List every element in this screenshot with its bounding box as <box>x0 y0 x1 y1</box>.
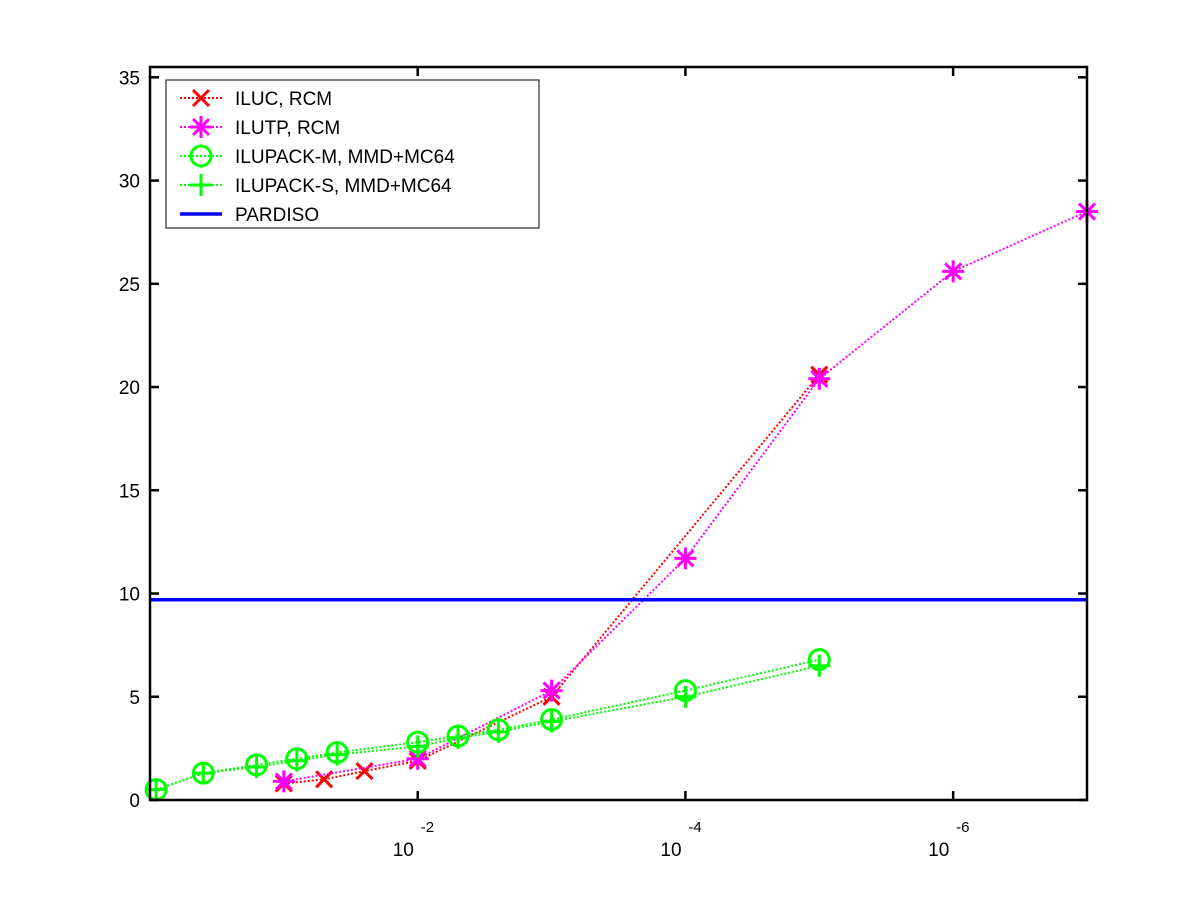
y-tick-label: 25 <box>119 275 140 296</box>
x-tick-label-base: 10 <box>393 840 414 861</box>
data-point <box>808 367 831 390</box>
series-line <box>283 374 821 785</box>
data-point <box>326 743 349 766</box>
data-point <box>315 770 334 789</box>
axes-layer: 0 5 10 15 20 25 30 35 10 -2 10 -4 10 -6 <box>119 65 1089 861</box>
x-tick-label-exponent: -6 <box>956 819 969 836</box>
legend-item: ILUTP, RCM <box>180 116 340 139</box>
data-point <box>192 762 215 785</box>
data-point <box>674 547 697 570</box>
data-point <box>540 679 563 702</box>
series-line <box>155 664 820 791</box>
data-point <box>808 654 831 677</box>
legend-label: PARDISO <box>235 205 319 226</box>
legend: ILUC, RCM ILUTP, RCM ILUPACK-M, MMD+MC64 IL… <box>165 79 540 229</box>
legend-label: ILUTP, RCM <box>235 118 340 139</box>
data-point <box>487 720 510 743</box>
legend-item: ILUC, RCM <box>180 88 332 110</box>
legend-swatch-marker <box>189 144 213 168</box>
y-tick-label: 10 <box>119 585 140 606</box>
y-tick-label: 30 <box>119 172 140 193</box>
x-tick-label-base: 10 <box>660 840 681 861</box>
series-layer <box>144 200 1098 802</box>
y-tick-label: 35 <box>119 68 140 89</box>
data-point <box>355 762 374 781</box>
legend-swatch-marker <box>190 116 212 138</box>
x-tick-label-base: 10 <box>928 840 949 861</box>
legend-label: ILUPACK-M, MMD+MC64 <box>235 147 455 168</box>
data-point <box>245 755 268 778</box>
legend-box <box>165 79 540 229</box>
y-tick-label: 0 <box>129 791 140 812</box>
y-tick-label: 15 <box>119 481 140 502</box>
legend-item: ILUPACK-S, MMD+MC64 <box>180 174 452 197</box>
legend-label: ILUC, RCM <box>235 89 332 110</box>
legend-swatch-marker <box>191 88 211 108</box>
data-point <box>447 727 470 750</box>
data-point <box>285 749 308 772</box>
x-tick-label-exponent: -2 <box>421 819 434 836</box>
data-point <box>674 685 697 708</box>
data-point <box>406 735 429 758</box>
y-tick-label: 5 <box>129 688 140 709</box>
data-point <box>540 710 563 733</box>
legend-label: ILUPACK-S, MMD+MC64 <box>235 176 452 197</box>
data-point <box>406 747 429 770</box>
legend-item: PARDISO <box>180 205 319 226</box>
y-tick-label: 20 <box>119 378 140 399</box>
data-point <box>942 260 965 283</box>
data-point <box>272 770 295 793</box>
series-line <box>155 658 820 791</box>
x-tick-label-exponent: -4 <box>688 819 701 836</box>
legend-item: ILUPACK-M, MMD+MC64 <box>180 144 455 168</box>
legend-swatch-marker <box>190 174 212 196</box>
plot-frame <box>148 65 1089 802</box>
